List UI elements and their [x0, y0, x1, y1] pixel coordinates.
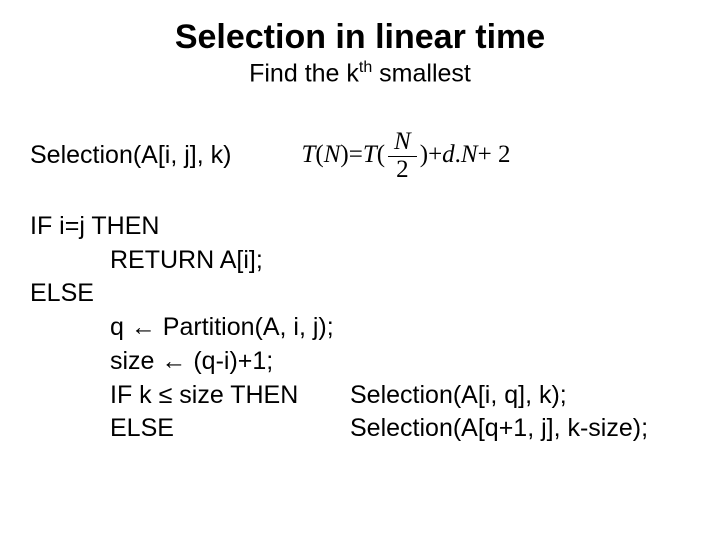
f-lp2: ( [377, 141, 385, 169]
f-T1: T [301, 141, 315, 169]
f-den: 2 [390, 157, 415, 183]
code-l7b: Selection(A[q+1, j], k-size); [350, 412, 648, 446]
f-rp2: ) [420, 141, 428, 169]
f-N3: N [461, 141, 478, 169]
f-N1: N [324, 141, 341, 169]
f-frac: N2 [388, 129, 417, 183]
code-l6b: Selection(A[i, q], k); [350, 379, 567, 413]
code-l7: ELSE Selection(A[q+1, j], k-size); [30, 412, 690, 446]
slide-title: Selection in linear time [30, 18, 690, 57]
f-plus1: + [428, 141, 442, 169]
pseudocode-block: IF i=j THEN RETURN A[i]; ELSE q ← Partit… [30, 210, 690, 446]
code-l7a: ELSE [110, 412, 350, 446]
f-rp1: ) [340, 141, 348, 169]
subtitle-sup: th [359, 59, 372, 76]
f-T2: T [363, 141, 377, 169]
code-l5: size ← (q-i)+1; [30, 345, 690, 379]
function-signature: Selection(A[i, j], k) [30, 141, 231, 170]
f-plus2: + 2 [478, 141, 511, 169]
code-l6: IF k ≤ size THEN Selection(A[i, q], k); [30, 379, 690, 413]
code-l6a: IF k ≤ size THEN [110, 379, 350, 413]
recurrence-formula: T(N) = T(N2) + d.N + 2 [301, 128, 510, 182]
subtitle-pre: Find the k [249, 59, 359, 87]
code-l1: IF i=j THEN [30, 210, 690, 244]
subtitle-post: smallest [372, 59, 471, 87]
signature-row: Selection(A[i, j], k) T(N) = T(N2) + d.N… [30, 128, 690, 182]
code-l4: q ← Partition(A, i, j); [30, 311, 690, 345]
f-lp1: ( [315, 141, 323, 169]
f-d: d [442, 141, 455, 169]
slide-subtitle: Find the kth smallest [30, 59, 690, 88]
f-num: N [388, 129, 417, 156]
code-l3: ELSE [30, 277, 690, 311]
code-l2: RETURN A[i]; [30, 244, 690, 278]
f-eq: = [349, 141, 363, 169]
